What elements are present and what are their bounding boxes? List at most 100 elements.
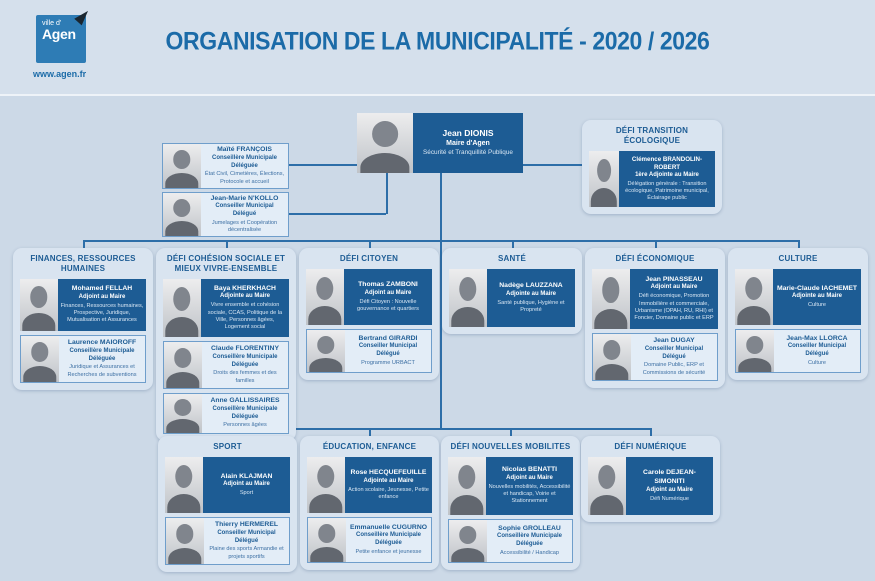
member-card: Jean PINASSEAU Adjoint au Maire Défi éco…	[592, 269, 718, 329]
connector-line	[655, 240, 657, 249]
member-name: Nadège LAUZZANA	[499, 281, 563, 289]
connector-line	[386, 172, 388, 214]
connector-line	[650, 428, 652, 437]
member-card: Nadège LAUZZANA Adjointe au Maire Santé …	[449, 269, 575, 327]
portrait-photo	[736, 330, 774, 372]
member-delegation: Vivre ensemble et cohésion sociale, CCAS…	[207, 302, 283, 331]
member-role: Conseiller Municipal Délégué	[358, 343, 418, 358]
group-nouvelles-mobilites: DÉFI NOUVELLES MOBILITES Nicolas BENATTI…	[441, 436, 580, 570]
member-card: Marie-Claude IACHEMET Adjointe au Maire …	[735, 269, 861, 325]
group-title: DÉFI NUMÉRIQUE	[614, 442, 687, 451]
member-card: Thierry HERMEREL Conseiller Municipal Dé…	[165, 517, 290, 565]
member-delegation: Action scolaire, Jeunesse, Petite enfanc…	[348, 486, 429, 500]
portrait-photo	[449, 520, 487, 562]
portrait-photo	[589, 151, 619, 207]
portrait-photo	[306, 269, 344, 325]
member-role: Conseillère Municipale Déléguée	[212, 405, 278, 420]
member-delegation: Culture	[807, 360, 827, 367]
member-role: Conseiller Municipal Délégué	[644, 345, 704, 360]
member-name: Mohamed FELLAH	[71, 285, 133, 293]
group-sante: SANTÉ Nadège LAUZZANA Adjointe au Maire …	[442, 248, 582, 334]
portrait-photo	[357, 113, 413, 173]
member-role: Adjoint au Maire	[364, 289, 412, 296]
member-name: Marie-Claude IACHEMET	[776, 284, 858, 292]
portrait-photo	[165, 457, 203, 513]
member-delegation: Droits des femmes et des familles	[213, 370, 277, 384]
member-card: Thomas ZAMBONI Adjoint au Maire Défi Cit…	[306, 269, 432, 325]
connector-line	[510, 428, 512, 437]
member-role: Adjointe au Maire	[363, 477, 414, 484]
portrait-photo	[307, 330, 345, 372]
member-role: Adjoint au Maire	[646, 486, 693, 493]
member-delegation: Juridique et Assurances et Recherches de…	[67, 364, 137, 378]
portrait-photo	[163, 193, 201, 236]
member-card: Emmanuelle CUGURNO Conseillère Municipal…	[307, 517, 432, 563]
group-transition-ecologique: DÉFI TRANSITION ÉCOLOGIQUE Clémence BRAN…	[582, 120, 722, 214]
member-role: Conseillère Municipale Déléguée	[211, 154, 278, 169]
member-card: Mohamed FELLAH Adjoint au Maire Finances…	[20, 279, 146, 331]
member-card: Sophie GROLLEAU Conseillère Municipale D…	[448, 519, 573, 563]
mayor-card: Jean DIONIS Maire d'Agen Sécurité et Tra…	[357, 113, 523, 173]
member-delegation: Petite enfance et jeunesse	[355, 549, 422, 556]
member-name: Rose HECQUEFEUILLE	[350, 468, 427, 476]
connector-line	[83, 240, 85, 249]
portrait-photo	[449, 269, 487, 327]
member-name: Thomas ZAMBONI	[358, 280, 418, 288]
member-name: Carole DEJEAN-SIMONITI	[643, 469, 696, 485]
group-title: ÉDUCATION, ENFANCE	[322, 442, 417, 451]
member-role: Adjointe au Maire	[791, 293, 842, 300]
group-title: FINANCES, RESSOURCES HUMAINES	[30, 254, 136, 273]
connector-line	[289, 164, 357, 166]
portrait-photo	[735, 269, 773, 325]
group-defi-citoyen: DÉFI CITOYEN Thomas ZAMBONI Adjoint au M…	[299, 248, 439, 380]
member-role: 1ère Adjointe au Maire	[635, 171, 699, 178]
portrait-photo	[164, 393, 202, 433]
member-delegation: Sport	[239, 490, 254, 497]
member-role: Adjointe au Maire	[219, 293, 270, 300]
member-role: Adjointe au Maire	[505, 290, 556, 297]
group-title: DÉFI CITOYEN	[339, 254, 399, 263]
member-name: Clémence BRANDOLIN-ROBERT	[631, 155, 703, 171]
member-role: Adjoint au Maire	[78, 294, 126, 301]
member-card: Jean-Marie N'KOLLO Conseiller Municipal …	[162, 192, 289, 237]
member-card: Claude FLORENTINY Conseillère Municipale…	[163, 341, 289, 389]
portrait-photo	[592, 269, 630, 329]
member-name: Jean-Max LLORCA	[786, 334, 848, 342]
member-name: Jean DIONIS	[442, 128, 494, 139]
member-role: Adjoint au Maire	[223, 481, 270, 488]
member-delegation: Culture	[807, 302, 827, 309]
member-role: Maire d'Agen	[446, 140, 490, 148]
connector-line	[512, 240, 514, 249]
member-role: Conseiller Municipal Délégué	[217, 529, 276, 544]
member-card: Baya KHERKHACH Adjointe au Maire Vivre e…	[163, 279, 289, 337]
member-delegation: Nouvelles mobilités, Accessibilité et ha…	[488, 483, 571, 505]
member-card: Jean DUGAY Conseiller Municipal Délégué …	[592, 333, 718, 381]
header-band: ville d' Agen www.agen.fr ORGANISATION D…	[0, 0, 875, 96]
member-delegation: Accessibilité / Handicap	[499, 550, 560, 557]
member-role: Adjoint au Maire	[650, 284, 698, 291]
group-title: CULTURE	[778, 254, 818, 263]
group-sport: SPORT Alain KLAJMAN Adjoint au Maire Spo…	[158, 436, 297, 572]
member-delegation: Santé publique, Hygiène et Propreté	[497, 299, 565, 313]
member-card: Maïté FRANÇOIS Conseillère Municipale Dé…	[162, 143, 289, 189]
member-name: Laurence MAIOROFF	[67, 339, 137, 346]
member-card: Anne GALLISSAIRES Conseillère Municipale…	[163, 392, 289, 434]
group-education-enfance: ÉDUCATION, ENFANCE Rose HECQUEFEUILLE Ad…	[300, 436, 439, 570]
group-defi-economique: DÉFI ÉCONOMIQUE Jean PINASSEAU Adjoint a…	[585, 248, 725, 388]
logo-text-top: ville d'	[42, 20, 62, 27]
portrait-photo	[166, 518, 204, 564]
member-name: Maïté FRANÇOIS	[217, 146, 272, 154]
member-delegation: Programme URBACT	[361, 360, 415, 367]
portrait-photo	[21, 336, 59, 382]
member-name: Jean PINASSEAU	[645, 275, 703, 283]
logo-text-main: Agen	[42, 26, 76, 42]
member-name: Jean DUGAY	[653, 337, 695, 344]
group-title: DÉFI ÉCONOMIQUE	[615, 254, 695, 263]
group-title: DÉFI TRANSITION ÉCOLOGIQUE	[615, 126, 689, 145]
member-delegation: Défi Numérique	[650, 495, 689, 502]
member-delegation: Plaine des sports Armandie et projets sp…	[209, 546, 284, 560]
member-delegation: Domaine Public, ERP et Commissions de sé…	[642, 362, 706, 376]
member-name: Alain KLAJMAN	[220, 472, 273, 480]
member-card: Rose HECQUEFEUILLE Adjointe au Maire Act…	[307, 457, 432, 513]
group-culture: CULTURE Marie-Claude IACHEMET Adjointe a…	[728, 248, 868, 380]
